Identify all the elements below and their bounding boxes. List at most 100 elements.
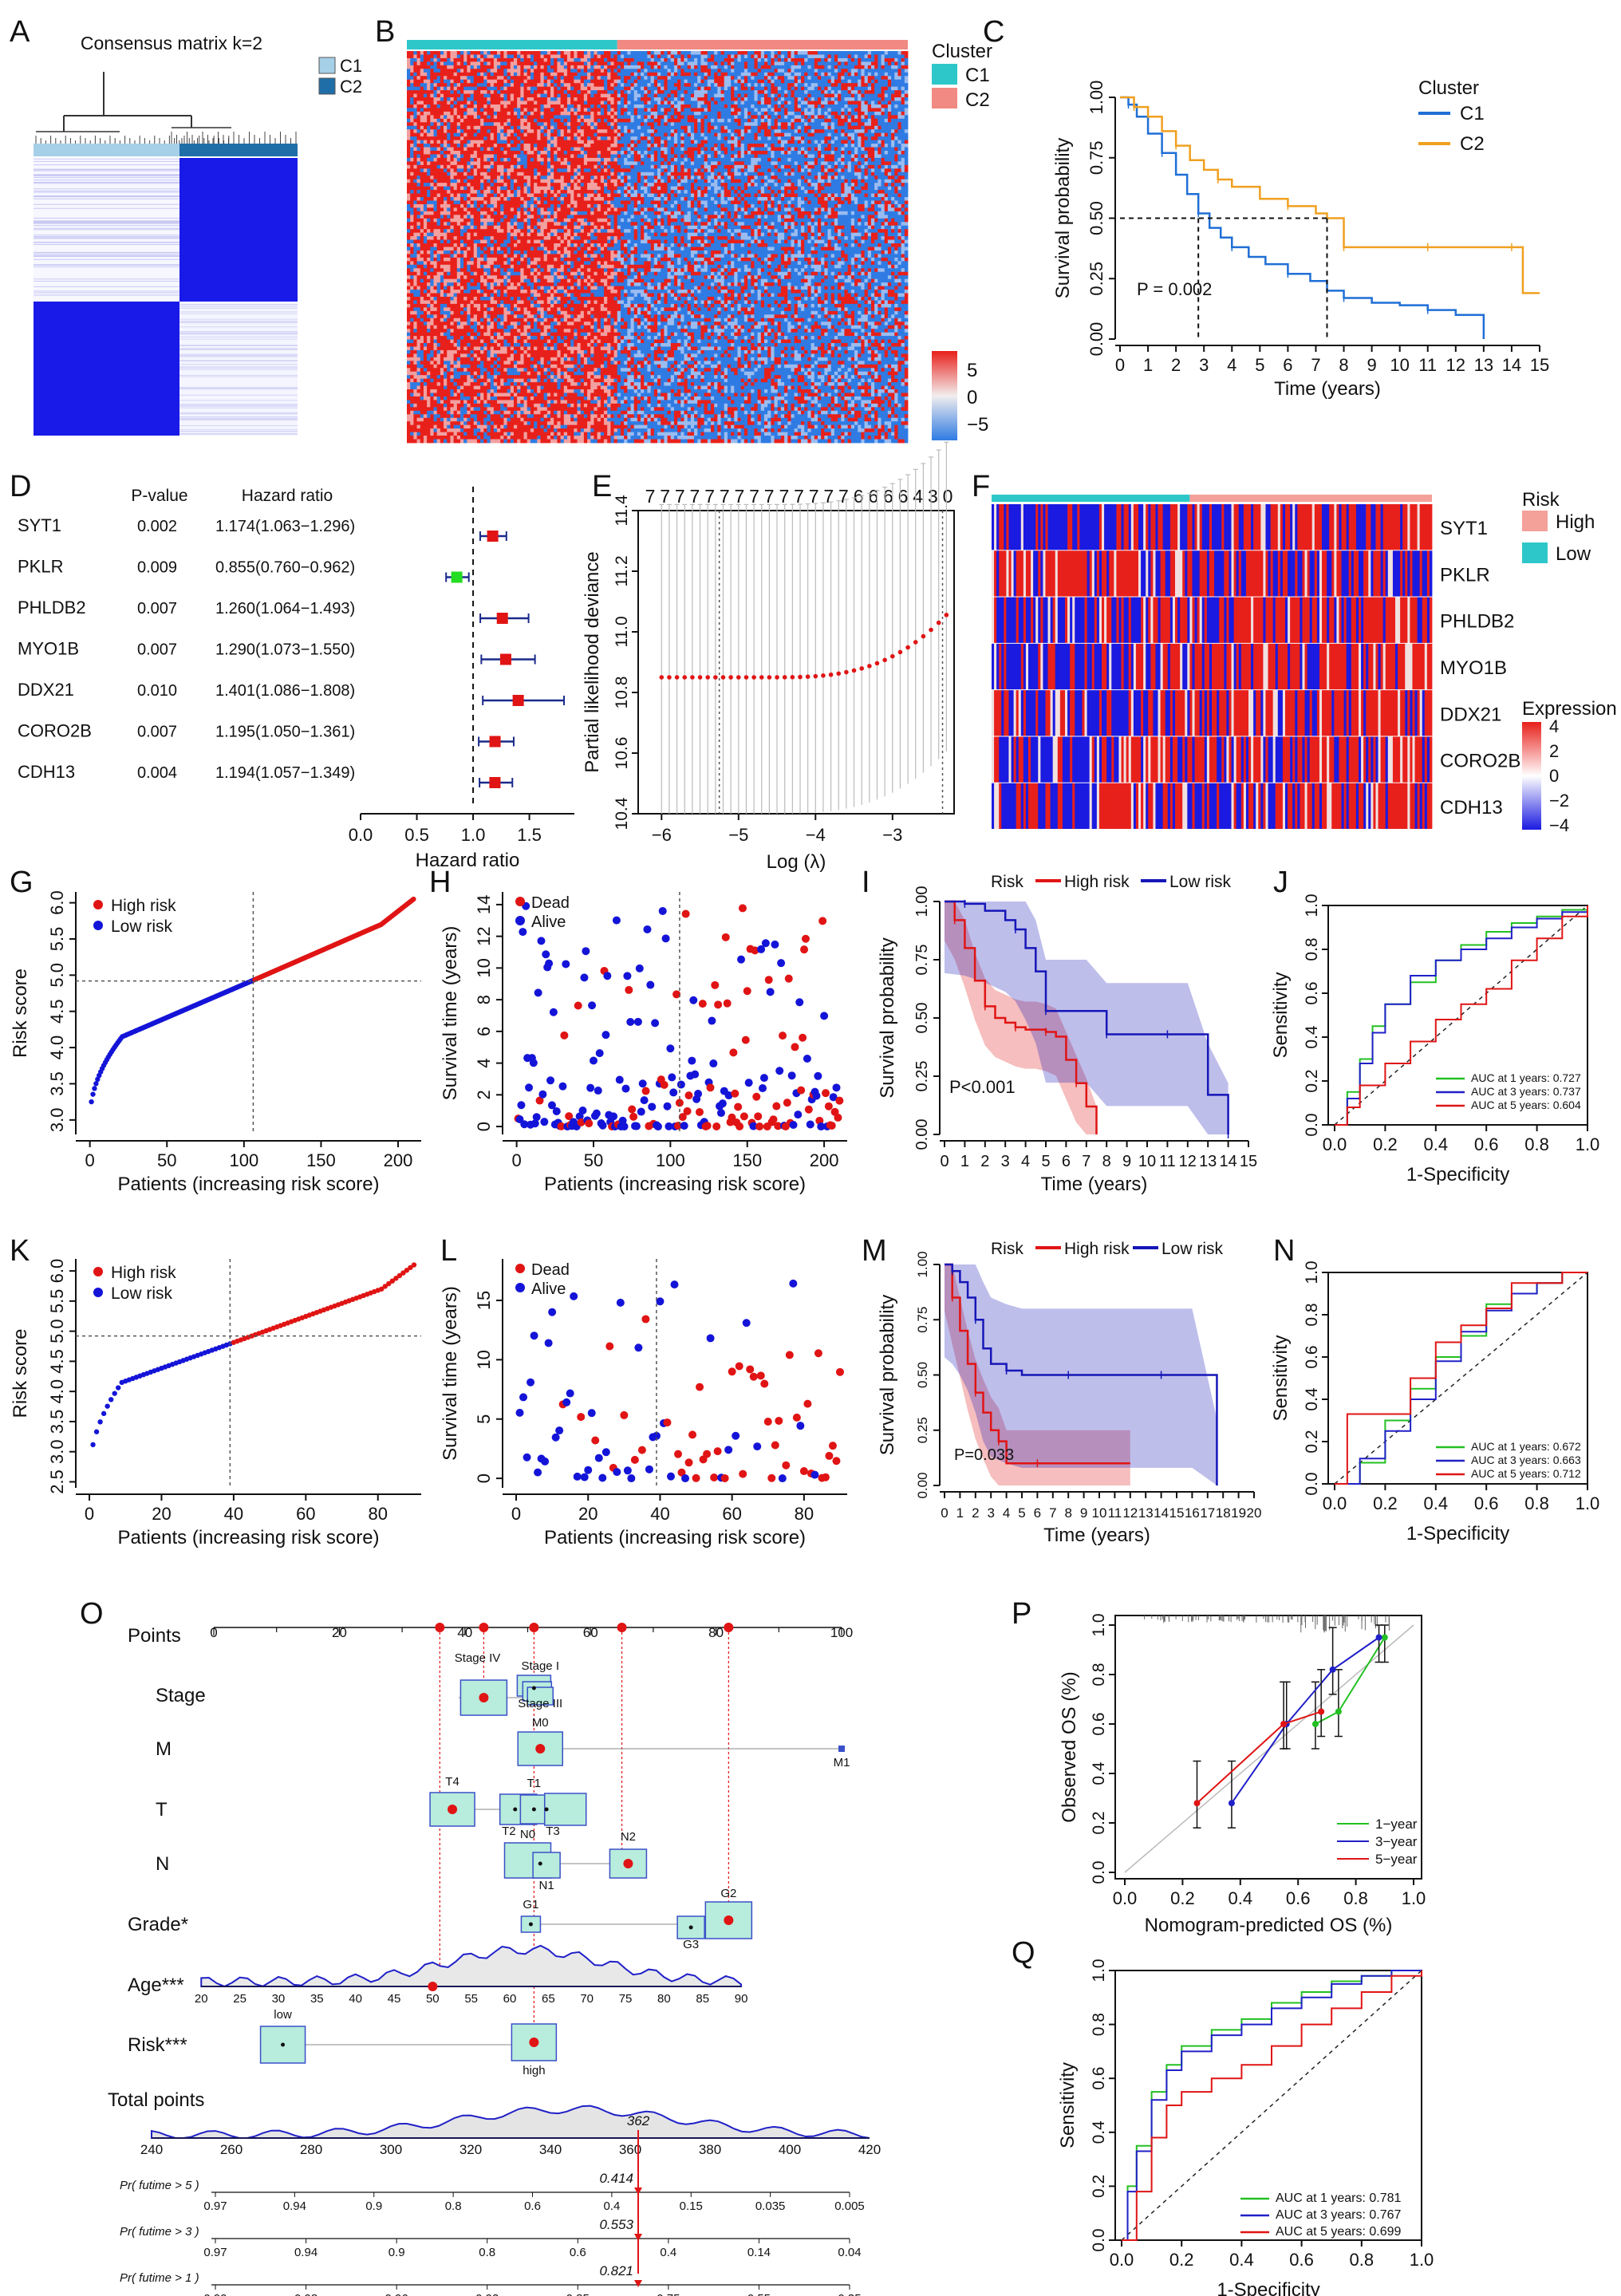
heatmap-cell [651,80,655,84]
heatmap-cell [637,73,641,77]
heatmap-cell [717,58,721,62]
heatmap-cell [581,90,585,94]
legend-swatch-c1 [319,57,335,73]
heatmap-cell [507,122,511,126]
heatmap-cell [737,115,741,119]
heatmap-cell [848,158,852,162]
heatmap-cell [747,101,751,105]
heatmap-cell [420,105,424,108]
heatmap-cell [574,58,578,62]
heatmap-cell [754,133,758,137]
heatmap-cell [798,129,802,133]
heatmap-cell [578,129,582,133]
heatmap-cell [554,105,558,108]
heatmap-cell [430,97,434,101]
heatmap-cell [437,87,441,91]
heatmap-cell [444,115,448,119]
heatmap-cell [440,126,444,130]
heatmap-cell [844,126,848,130]
heatmap-cell [657,105,661,108]
heatmap-cell [807,119,811,123]
heatmap-cell [677,61,681,65]
heatmap-cell [814,94,818,98]
heatmap-cell [530,61,534,65]
heatmap-cell [440,51,444,55]
heatmap-cell [570,148,574,152]
heatmap-cell [688,122,692,126]
heatmap-cell [511,69,515,73]
heatmap-cell [865,133,869,137]
heatmap-cell [491,73,495,77]
heatmap-cell [894,54,898,58]
heatmap-cell [714,122,718,126]
heatmap-cell [784,73,788,77]
heatmap-cell [861,154,865,158]
heatmap-cell [624,94,628,98]
heatmap-cell [500,144,504,148]
heatmap-cell [561,154,565,158]
heatmap-cell [540,151,544,155]
heatmap-cell [574,90,578,94]
heatmap-cell [487,105,491,108]
heatmap-cell [818,154,822,158]
heatmap-cell [868,51,872,55]
heatmap-cell [764,97,768,101]
heatmap-cell [447,105,451,108]
heatmap-cell [865,148,869,152]
heatmap-cell [795,119,799,123]
heatmap-cell [905,126,909,130]
heatmap-cell [677,101,681,105]
heatmap-cell [747,65,751,69]
heatmap-cell [594,105,598,108]
heatmap-cell [574,158,578,162]
heatmap-cell [711,105,715,108]
heatmap-cell [851,65,855,69]
heatmap-cell [861,80,865,84]
heatmap-cell [700,65,704,69]
heatmap-cell [454,133,458,137]
heatmap-cell [527,83,531,87]
heatmap-cell [598,126,601,130]
heatmap-cell [818,151,822,155]
heatmap-cell [798,87,802,91]
heatmap-cell [854,148,858,152]
heatmap-cell [691,69,695,73]
heatmap-cell [550,115,554,119]
heatmap-cell [791,126,795,130]
heatmap-cell [834,136,838,140]
heatmap-cell [537,133,541,137]
heatmap-cell [807,90,811,94]
heatmap-cell [858,76,862,80]
heatmap-cell [540,140,544,144]
heatmap-cell [704,148,708,152]
heatmap-cell [865,69,869,73]
heatmap-cell [634,69,638,73]
heatmap-cell [894,144,898,148]
heatmap-cell [885,144,889,148]
heatmap-cell [674,80,678,84]
heatmap-cell [417,101,421,105]
heatmap-cell [511,58,515,62]
heatmap-cell [728,108,732,112]
heatmap-cell [617,144,621,148]
heatmap-cell [450,97,454,101]
heatmap-cell [550,140,554,144]
heatmap-cell [714,90,718,94]
heatmap-cell [621,83,625,87]
heatmap-cell [771,58,775,62]
heatmap-cell [547,158,551,162]
heatmap-cell [647,105,651,108]
heatmap-cell [437,115,441,119]
heatmap-cell [881,54,885,58]
heatmap-cell [897,112,901,116]
heatmap-cell [584,129,588,133]
heatmap-cell [905,112,909,116]
heatmap-cell [444,54,448,58]
heatmap-cell [567,58,571,62]
heatmap-cell [480,129,484,133]
heatmap-cell [614,65,618,69]
heatmap-cell [540,129,544,133]
heatmap-cell [471,112,475,116]
heatmap-cell [487,136,491,140]
heatmap-cell [851,105,855,108]
